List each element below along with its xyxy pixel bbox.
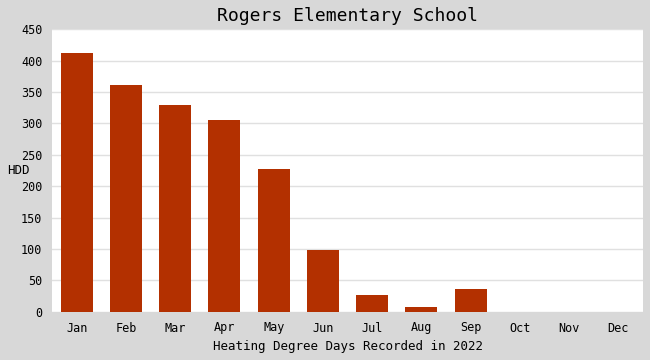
Bar [307,250,339,312]
Y-axis label: HDD: HDD [7,164,29,177]
Bar [110,85,142,312]
Bar [209,120,240,312]
Bar [406,307,437,312]
Title: Rogers Elementary School: Rogers Elementary School [217,7,478,25]
Bar [356,296,388,312]
Bar [159,105,191,312]
Bar [257,168,290,312]
Bar [60,53,93,312]
X-axis label: Heating Degree Days Recorded in 2022: Heating Degree Days Recorded in 2022 [213,340,482,353]
Bar [455,289,487,312]
